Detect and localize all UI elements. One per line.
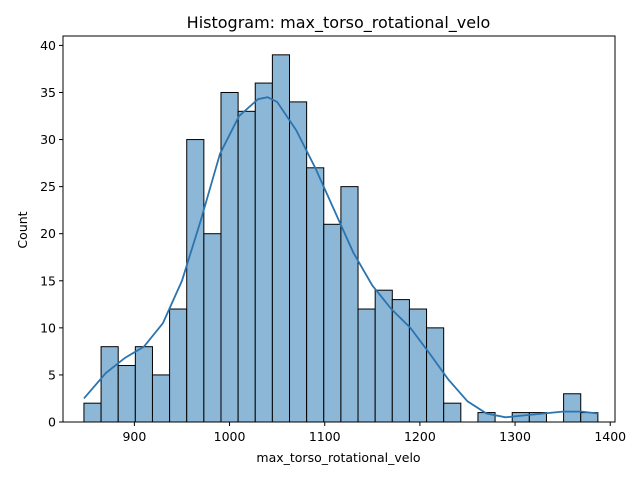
y-tick-label: 35 (40, 85, 56, 100)
x-tick-label: 1200 (404, 429, 436, 444)
bars-group (83, 54, 599, 423)
plot-frame (62, 35, 616, 423)
histogram-bar (203, 233, 222, 423)
histogram-bar (237, 110, 256, 423)
histogram-bar (254, 82, 273, 423)
histogram-bar (306, 167, 325, 423)
x-tick-label: 1300 (499, 429, 531, 444)
histogram-bar (134, 346, 153, 423)
y-tick-label: 0 (48, 415, 56, 430)
x-tick-label: 900 (122, 429, 146, 444)
histogram-bar (271, 54, 291, 423)
axes-group: 900 1000 1100 1200 1300 1400 0 5 10 15 20 25 30 35 40 (40, 35, 626, 444)
y-tick-label: 30 (40, 132, 56, 147)
histogram-bar (357, 308, 376, 423)
y-tick-label: 20 (40, 226, 56, 241)
y-tick-label: 15 (40, 273, 56, 288)
histogram-bar (117, 365, 136, 423)
histogram-bar (340, 186, 359, 423)
histogram-bar (151, 374, 171, 423)
y-axis-title: Count (15, 211, 30, 248)
histogram-bar (408, 308, 428, 423)
histogram-bar (426, 327, 445, 423)
histogram-bar (443, 402, 462, 423)
histogram-bar (83, 402, 102, 423)
x-tick-label: 1400 (594, 429, 626, 444)
histogram-bar (186, 139, 205, 423)
histogram-bar (289, 101, 308, 423)
x-axis-title: max_torso_rotational_velo (256, 450, 420, 465)
y-tick-label: 10 (40, 320, 56, 335)
histogram-bar (220, 91, 239, 423)
y-tick-label: 25 (40, 179, 56, 194)
y-tick-label: 5 (48, 367, 56, 382)
kde-curve (83, 96, 598, 419)
histogram-bar (169, 308, 188, 423)
x-tick-label: 1000 (214, 429, 246, 444)
histogram-bar (511, 412, 530, 423)
histogram-bar (323, 223, 342, 423)
histogram-bar (563, 393, 582, 423)
chart-title: Histogram: max_torso_rotational_velo (187, 13, 491, 33)
histogram-bar (374, 289, 393, 423)
histogram-bar (100, 346, 119, 423)
x-tick-label: 1100 (309, 429, 341, 444)
y-tick-label: 40 (40, 38, 56, 53)
